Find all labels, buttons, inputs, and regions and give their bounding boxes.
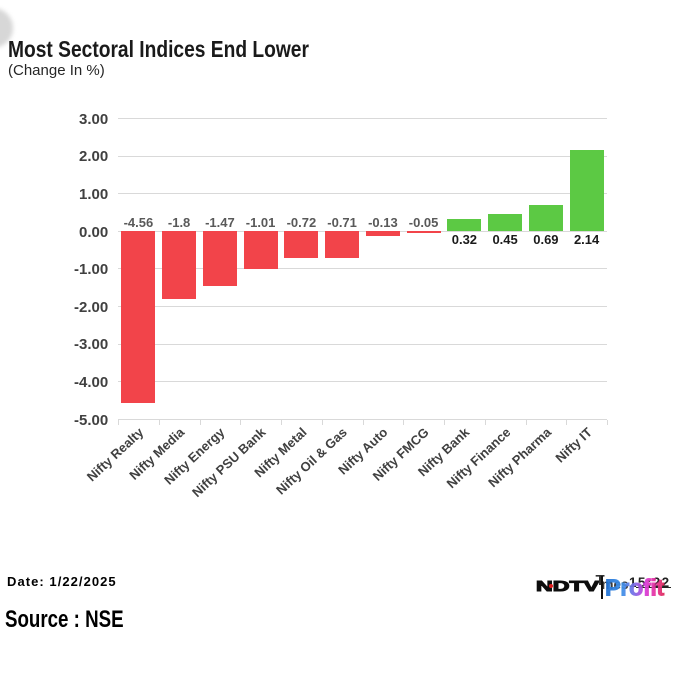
svg-text:Profit: Profit <box>605 574 665 600</box>
